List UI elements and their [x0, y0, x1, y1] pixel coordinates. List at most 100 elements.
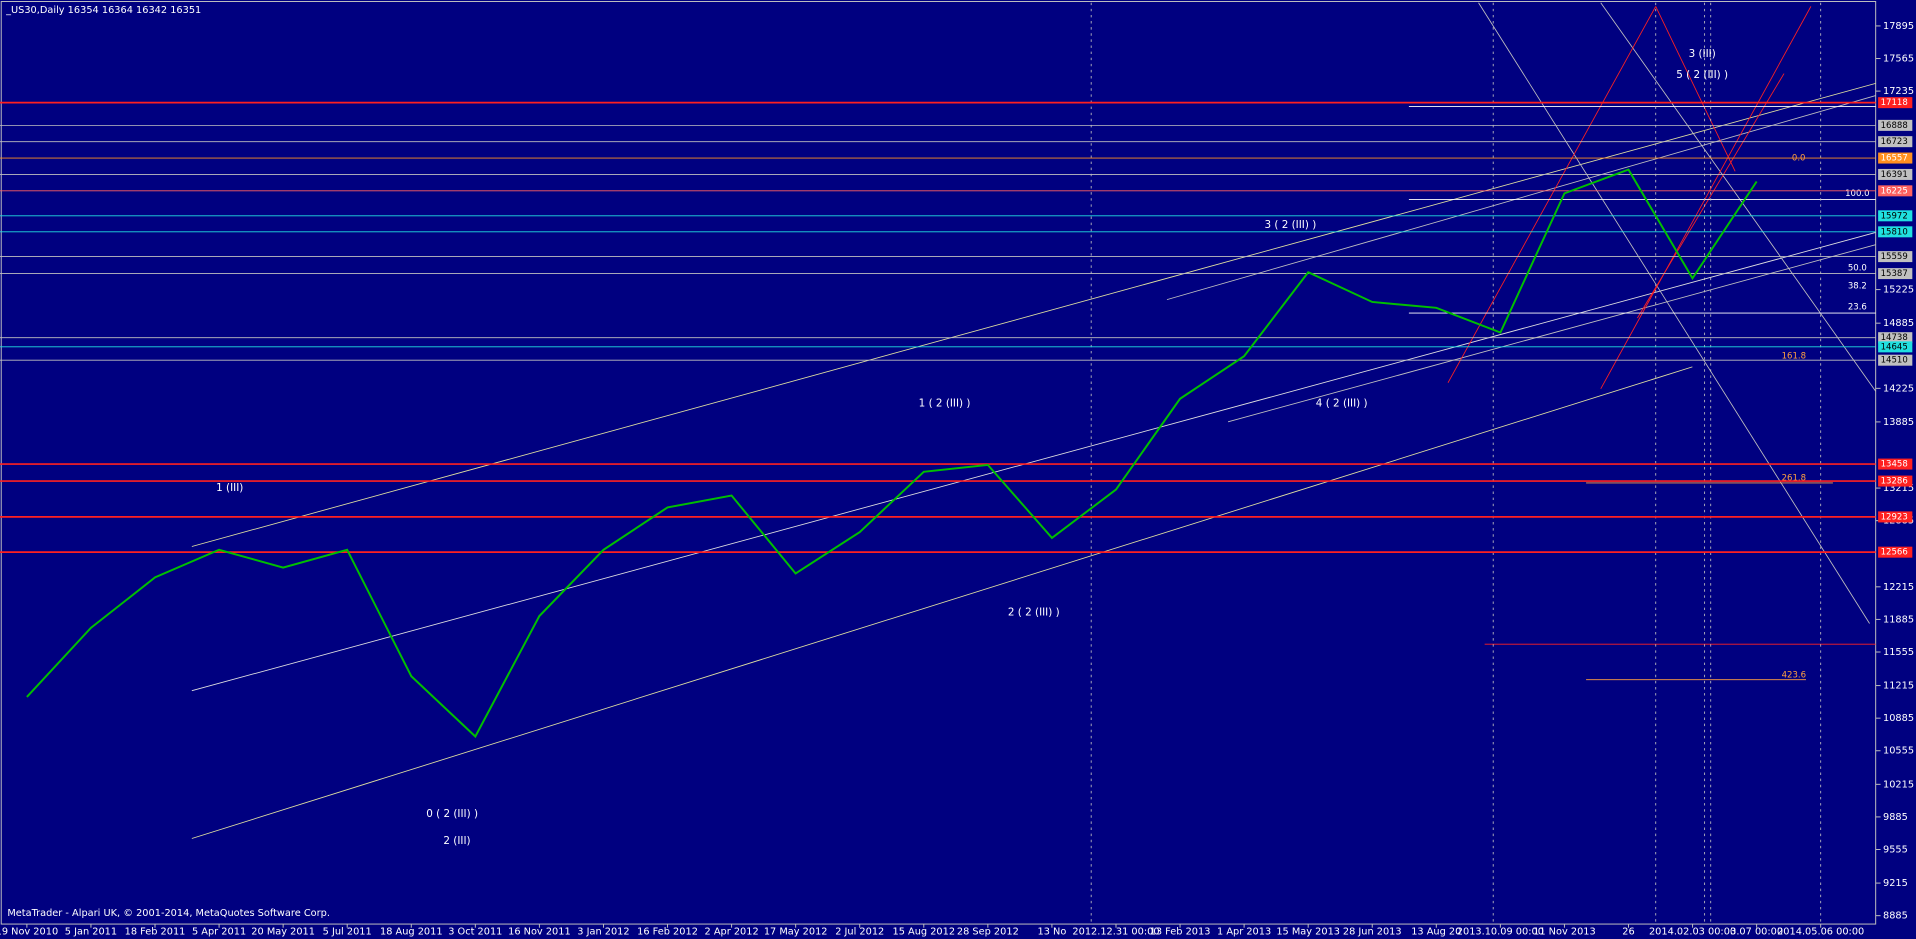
price-box — [1878, 458, 1913, 470]
price-box-label: 14510 — [1881, 356, 1908, 366]
x-tick-label: 2 Jul 2012 — [835, 926, 884, 937]
price-box-label: 16557 — [1881, 154, 1908, 164]
x-tick-label: 19 Nov 2010 — [0, 926, 58, 937]
wave-label: 3 ( 2 (III) ) — [1264, 219, 1316, 231]
y-tick-label: 17235 — [1883, 86, 1914, 97]
channel-lower-2 — [1227, 244, 1876, 423]
fib-label: 50.0 — [1848, 263, 1867, 273]
x-tick-label: 3 Jan 2012 — [577, 926, 629, 937]
x-tick-label: 28 Jun 2013 — [1343, 926, 1402, 937]
y-tick-label: 11555 — [1883, 647, 1914, 658]
price-box — [1878, 168, 1913, 180]
y-tick-label: 9885 — [1883, 812, 1908, 823]
price-box — [1878, 152, 1913, 164]
y-tick-label: 12215 — [1883, 582, 1914, 593]
y-tick-label: 10215 — [1883, 779, 1914, 790]
price-box-label: 15810 — [1881, 227, 1908, 237]
wave-label: 2 (III) — [443, 835, 470, 847]
channel-upper — [191, 82, 1876, 547]
x-tick-label: 26 — [1622, 926, 1634, 937]
red-fan — [1600, 6, 1812, 390]
diagonal — [1600, 2, 1877, 392]
x-tick-label: 13 No — [1038, 926, 1067, 937]
price-box — [1878, 119, 1913, 131]
y-tick-label: 11215 — [1883, 681, 1914, 692]
price-box — [1878, 185, 1913, 197]
channel-middle — [191, 232, 1876, 692]
price-box-label: 13286 — [1881, 477, 1908, 487]
wave-label: 2 ( 2 (III) ) — [1008, 606, 1060, 618]
wave-label: 1 (III) — [216, 482, 243, 494]
price-box — [1878, 354, 1913, 366]
y-tick-label: 15225 — [1883, 285, 1914, 296]
y-tick-label: 17565 — [1883, 54, 1914, 65]
price-box — [1878, 475, 1913, 487]
price-line — [26, 168, 1758, 739]
plot-frame — [0, 1, 1877, 925]
y-tick-label: 9215 — [1883, 878, 1908, 889]
price-box-label: 14645 — [1881, 342, 1908, 352]
price-box-label: 14738 — [1881, 333, 1908, 343]
price-box — [1878, 226, 1913, 238]
wave-label: 4 ( 2 (III) ) — [1316, 398, 1368, 410]
x-tick-label: 2014.02.03 00:00 — [1649, 926, 1736, 937]
x-tick-label: 16 Nov 2011 — [508, 926, 571, 937]
price-box — [1878, 97, 1913, 109]
fib-label: 23.6 — [1848, 302, 1867, 312]
price-box-label: 16391 — [1881, 170, 1908, 180]
price-box-label: 15559 — [1881, 252, 1908, 262]
price-box — [1878, 511, 1913, 523]
y-tick-label: 14225 — [1883, 383, 1914, 394]
red-fan — [1637, 73, 1785, 319]
wave-label: 1 ( 2 (III) ) — [919, 398, 971, 410]
fib-label: 261.8 — [1782, 474, 1806, 484]
price-box — [1878, 341, 1913, 353]
wave-label: 5 ( 2 (III) ) — [1676, 69, 1728, 81]
x-tick-label: 2 Apr 2012 — [705, 926, 759, 937]
price-box-label: 15387 — [1881, 269, 1908, 279]
y-tick-label: 11885 — [1883, 614, 1914, 625]
y-tick-label: 8885 — [1883, 911, 1908, 922]
x-tick-label: 2013.10.09 00:00 — [1457, 926, 1544, 937]
channel-lower — [191, 366, 1693, 839]
wave-label: 0 ( 2 (III) ) — [426, 808, 478, 820]
fib-label: 161.8 — [1782, 351, 1806, 361]
x-tick-label: 5 Jul 2011 — [323, 926, 372, 937]
y-tick-label: 13215 — [1883, 483, 1914, 494]
y-tick-label: 10555 — [1883, 746, 1914, 757]
x-tick-label: 3.07 00:00 — [1730, 926, 1783, 937]
fib-label: 38.2 — [1848, 282, 1867, 292]
x-tick-label: 18 Aug 2011 — [380, 926, 443, 937]
chart-title: _US30,Daily 16354 16364 16342 16351 — [5, 5, 201, 16]
y-tick-label: 13885 — [1883, 417, 1914, 428]
x-tick-label: 2012.12.31 00:00 — [1072, 926, 1159, 937]
x-tick-label: 13 Feb 2013 — [1150, 926, 1211, 937]
x-tick-label: 11 Nov 2013 — [1533, 926, 1596, 937]
x-tick-label: 1 Apr 2013 — [1217, 926, 1271, 937]
red-fan — [1655, 6, 1736, 172]
price-box — [1878, 546, 1913, 558]
x-tick-label: 5 Jan 2011 — [65, 926, 117, 937]
x-tick-label: 20 May 2011 — [251, 926, 315, 937]
price-box-label: 16225 — [1881, 186, 1908, 196]
x-tick-label: 15 May 2013 — [1276, 926, 1340, 937]
x-tick-label: 28 Sep 2012 — [957, 926, 1019, 937]
x-tick-label: 2014.05.06 00:00 — [1777, 926, 1864, 937]
price-box-label: 12566 — [1881, 548, 1908, 558]
x-tick-label: 3 Oct 2011 — [448, 926, 502, 937]
x-tick-label: 5 Apr 2011 — [192, 926, 246, 937]
channel-upper-2 — [1166, 95, 1876, 301]
x-tick-label: 18 Feb 2011 — [125, 926, 186, 937]
red-fan — [1447, 6, 1657, 383]
fib-label: 423.6 — [1782, 670, 1806, 680]
y-tick-label: 9555 — [1883, 845, 1908, 856]
x-tick-label: 16 Feb 2012 — [637, 926, 698, 937]
y-tick-label: 17895 — [1883, 21, 1914, 32]
x-tick-label: 17 May 2012 — [764, 926, 828, 937]
price-box-label: 16888 — [1881, 121, 1908, 131]
y-tick-label: 10885 — [1883, 713, 1914, 724]
x-tick-label: 15 Aug 2012 — [893, 926, 956, 937]
